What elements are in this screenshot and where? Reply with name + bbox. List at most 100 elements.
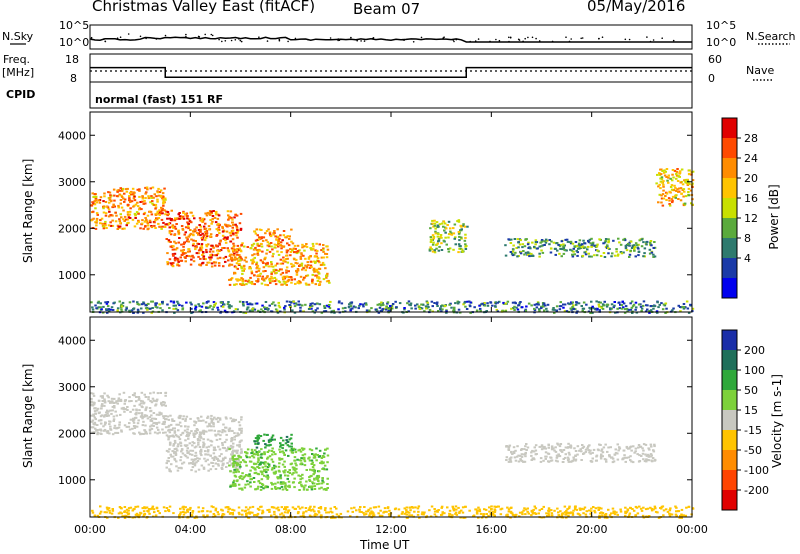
echo-cell	[499, 513, 503, 516]
echo-cell	[200, 249, 203, 252]
echo-cell	[132, 193, 135, 196]
echo-cell	[422, 303, 425, 306]
echo-cell	[174, 248, 178, 251]
echo-cell	[295, 271, 299, 274]
echo-cell	[161, 197, 164, 200]
echo-cell	[182, 211, 185, 214]
echo-cell	[293, 258, 296, 261]
echo-cell	[454, 302, 457, 305]
echo-cell	[601, 303, 605, 306]
echo-cell	[237, 511, 241, 514]
echo-cell	[109, 308, 112, 311]
echo-cell	[323, 307, 327, 309]
echo-cell	[169, 470, 172, 473]
echo-cell	[205, 251, 208, 254]
echo-cell	[208, 213, 212, 216]
echo-cell	[522, 509, 525, 512]
echo-cell	[272, 268, 275, 271]
echo-cell	[293, 486, 296, 489]
echo-cell	[205, 301, 208, 304]
echo-cell	[179, 456, 183, 459]
echo-cell	[128, 199, 131, 202]
echo-cell	[299, 481, 302, 484]
echo-cell	[110, 306, 114, 309]
echo-cell	[264, 262, 268, 265]
echo-cell	[311, 461, 314, 464]
echo-cell	[581, 446, 584, 449]
echo-cell	[294, 247, 297, 250]
echo-cell	[547, 444, 550, 447]
echo-cell	[602, 252, 606, 254]
echo-cell	[200, 464, 204, 467]
echo-cell	[518, 302, 521, 305]
echo-cell	[225, 449, 228, 452]
echo-cell	[507, 238, 510, 241]
echo-cell	[532, 450, 536, 453]
echo-cell	[232, 481, 235, 484]
echo-cell	[205, 264, 208, 266]
echo-cell	[289, 254, 292, 257]
echo-cell	[259, 242, 263, 245]
echo-cell	[269, 438, 272, 441]
echo-cell	[192, 460, 195, 463]
echo-cell	[286, 474, 290, 477]
echo-cell	[485, 513, 488, 515]
echo-cell	[608, 248, 611, 250]
echo-cell	[623, 237, 627, 240]
echo-cell	[325, 256, 329, 259]
echo-cell	[676, 168, 679, 170]
echo-cell	[177, 232, 181, 234]
echo-cell	[632, 509, 636, 512]
echo-cell	[197, 443, 200, 446]
echo-cell	[254, 232, 258, 235]
echo-cell	[102, 227, 106, 230]
echo-cell	[230, 462, 233, 465]
echo-cell	[325, 468, 329, 471]
echo-cell	[243, 264, 246, 267]
noise-dot	[218, 38, 220, 41]
echo-cell	[530, 509, 534, 512]
echo-cell	[122, 209, 125, 212]
echo-cell	[665, 199, 668, 201]
echo-cell	[271, 265, 275, 268]
echo-cell	[563, 505, 567, 508]
echo-cell	[496, 301, 499, 304]
echo-cell	[245, 454, 248, 457]
echo-cell	[123, 220, 126, 222]
echo-cell	[328, 304, 331, 306]
echo-cell	[575, 508, 579, 511]
echo-cell	[533, 245, 536, 248]
echo-cell	[111, 409, 114, 412]
echo-cell	[198, 446, 202, 448]
echo-cell	[266, 284, 270, 287]
echo-cell	[675, 177, 678, 180]
echo-cell	[209, 254, 212, 257]
echo-cell	[243, 259, 246, 262]
echo-cell	[458, 245, 461, 248]
noise-dot	[164, 34, 167, 37]
echo-cell	[134, 505, 137, 508]
echo-cell	[556, 249, 559, 252]
echo-cell	[310, 266, 313, 269]
echo-cell	[128, 197, 131, 200]
echo-cell	[90, 204, 94, 207]
echo-cell	[176, 445, 180, 448]
echo-cell	[584, 246, 587, 249]
echo-cell	[302, 276, 306, 279]
echo-cell	[600, 453, 603, 456]
echo-cell	[254, 246, 257, 249]
echo-cell	[630, 449, 633, 452]
echo-cell	[504, 302, 507, 305]
echo-cell	[210, 212, 213, 215]
echo-cell	[374, 506, 378, 509]
echo-cell	[118, 189, 122, 192]
echo-cell	[290, 262, 293, 265]
echo-cell	[271, 483, 275, 486]
echo-cell	[219, 311, 222, 314]
echo-cell	[287, 454, 290, 457]
echo-cell	[170, 230, 174, 233]
echo-cell	[181, 307, 185, 310]
echo-cell	[317, 480, 320, 482]
echo-cell	[323, 310, 326, 313]
